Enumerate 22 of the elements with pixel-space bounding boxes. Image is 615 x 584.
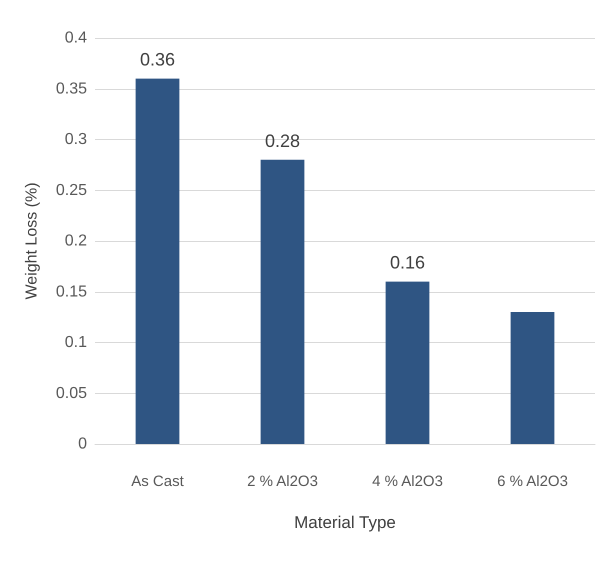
y-tick-label: 0.4 xyxy=(64,30,88,46)
data-label: 0.16 xyxy=(390,252,426,273)
bar xyxy=(386,282,430,444)
bar xyxy=(260,160,304,444)
data-label: 0.36 xyxy=(140,50,176,70)
y-tick-label: 0.2 xyxy=(64,232,88,250)
y-tick-label: 0.3 xyxy=(64,131,88,148)
x-tick-label: As Cast xyxy=(131,473,185,490)
y-tick-label: 0.1 xyxy=(64,334,88,351)
y-tick-label: 0.15 xyxy=(56,283,88,300)
y-tick-label: 0.25 xyxy=(56,182,88,199)
bar xyxy=(510,312,554,444)
y-tick-label: 0 xyxy=(78,436,88,452)
x-tick-label: 6 % Al2O3 xyxy=(497,473,568,490)
x-tick-label: 4 % Al2O3 xyxy=(372,473,443,490)
bar xyxy=(136,78,180,444)
y-axis-title: Weight Loss (%) xyxy=(24,182,40,300)
x-axis-title: Material Type xyxy=(294,513,396,532)
data-label: 0.28 xyxy=(264,130,300,151)
y-tick-label: 0.05 xyxy=(56,384,88,402)
x-tick-label: 2 % Al2O3 xyxy=(247,473,318,490)
y-tick-label: 0.35 xyxy=(56,80,88,98)
